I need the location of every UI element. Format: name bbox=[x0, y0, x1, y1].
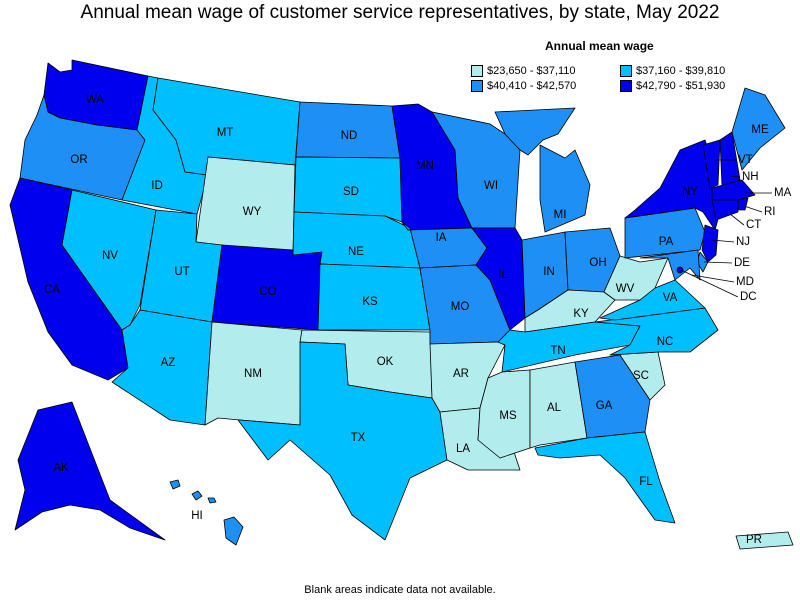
state-label-nh: NH bbox=[742, 171, 759, 183]
state-label-la: LA bbox=[456, 443, 470, 455]
state-label-ar: AR bbox=[453, 368, 469, 380]
state-label-hi: HI bbox=[191, 510, 203, 522]
state-mi bbox=[494, 107, 591, 233]
state-nh bbox=[719, 131, 741, 187]
map-title: Annual mean wage of customer service rep… bbox=[80, 2, 720, 23]
legend-label-1: $23,650 - $37,110 bbox=[487, 65, 576, 77]
legend-label-2: $37,160 - $39,810 bbox=[636, 65, 726, 77]
state-label-ak: AK bbox=[53, 462, 69, 474]
legend-label-4: $42,790 - $51,930 bbox=[636, 80, 726, 92]
state-label-de: DE bbox=[734, 257, 750, 269]
state-label-md: MD bbox=[736, 276, 754, 288]
legend-label-3: $40,410 - $42,570 bbox=[487, 80, 577, 92]
state-label-ms: MS bbox=[499, 410, 517, 422]
state-label-mt: MT bbox=[217, 127, 234, 139]
state-wv bbox=[603, 255, 669, 301]
state-label-nc: NC bbox=[657, 336, 674, 348]
state-label-ut: UT bbox=[174, 266, 189, 278]
state-label-pa: PA bbox=[659, 236, 674, 248]
state-hi bbox=[169, 479, 244, 546]
state-dc bbox=[676, 266, 684, 274]
state-label-mi: MI bbox=[554, 209, 567, 221]
state-label-nm: NM bbox=[244, 368, 262, 380]
state-label-in: IN bbox=[543, 266, 555, 278]
legend-item-1: $23,650 - $37,110 bbox=[471, 65, 575, 77]
state-label-id: ID bbox=[151, 180, 163, 192]
leader-line-ct bbox=[729, 213, 745, 226]
state-ri bbox=[737, 197, 749, 211]
state-sd bbox=[293, 156, 403, 223]
leader-line-nj bbox=[711, 239, 735, 243]
state-nc bbox=[594, 307, 719, 356]
state-label-ca: CA bbox=[44, 284, 60, 296]
state-label-ma: MA bbox=[774, 187, 792, 199]
state-label-ga: GA bbox=[596, 400, 613, 412]
state-label-ks: KS bbox=[362, 296, 378, 308]
state-label-sc: SC bbox=[633, 370, 649, 382]
leader-line-ri bbox=[743, 205, 763, 213]
state-md bbox=[639, 249, 701, 281]
state-label-ct: CT bbox=[746, 219, 761, 231]
legend-swatch-1 bbox=[471, 65, 483, 77]
leader-line-de bbox=[703, 261, 733, 264]
state-label-ia: IA bbox=[436, 232, 447, 244]
state-al bbox=[529, 361, 588, 449]
state-label-ky: KY bbox=[573, 308, 589, 320]
state-label-mo: MO bbox=[451, 301, 470, 313]
legend-item-3: $40,410 - $42,570 bbox=[471, 80, 576, 92]
state-label-sd: SD bbox=[343, 186, 359, 198]
state-ga bbox=[574, 354, 651, 439]
leader-line-dc bbox=[680, 269, 739, 298]
state-ct bbox=[711, 199, 739, 221]
state-label-wv: WV bbox=[616, 283, 635, 295]
state-label-al: AL bbox=[547, 402, 562, 414]
labels-layer: WA OR CA NV ID MT WY UT CO AZ NM ND SD NE KS OK TX MN IA MO… bbox=[44, 94, 792, 546]
legend-item-4: $42,790 - $51,930 bbox=[620, 80, 725, 92]
state-vt bbox=[702, 139, 721, 189]
leader-line-md bbox=[691, 274, 735, 283]
state-label-nv: NV bbox=[102, 250, 118, 262]
state-pr bbox=[735, 531, 794, 550]
state-label-va: VA bbox=[663, 292, 678, 304]
state-label-il: IL bbox=[498, 269, 508, 281]
state-label-pr: PR bbox=[746, 534, 762, 546]
state-label-tx: TX bbox=[351, 432, 366, 444]
state-label-or: OR bbox=[70, 154, 87, 166]
state-label-dc: DC bbox=[740, 291, 757, 303]
legend-title: Annual mean wage bbox=[545, 39, 654, 53]
state-label-wi: WI bbox=[484, 180, 498, 192]
legend-item-2: $37,160 - $39,810 bbox=[620, 65, 725, 77]
state-label-oh: OH bbox=[589, 257, 606, 269]
legend-swatch-4 bbox=[620, 80, 632, 92]
state-ma bbox=[711, 179, 756, 201]
state-nj bbox=[701, 224, 719, 263]
state-label-ny: NY bbox=[682, 186, 698, 198]
footnote: Blank areas indicate data not available. bbox=[304, 584, 496, 596]
legend-swatch-3 bbox=[471, 80, 483, 92]
state-me bbox=[731, 87, 786, 171]
state-label-fl: FL bbox=[639, 476, 653, 488]
state-label-me: ME bbox=[751, 124, 769, 136]
state-ak bbox=[14, 401, 166, 541]
state-tx bbox=[237, 341, 448, 541]
state-label-ri: RI bbox=[764, 206, 776, 218]
state-label-ne: NE bbox=[348, 246, 364, 258]
legend-swatch-2 bbox=[620, 65, 632, 77]
state-label-nj: NJ bbox=[736, 236, 750, 248]
state-label-ok: OK bbox=[377, 356, 394, 368]
state-label-wy: WY bbox=[243, 206, 262, 218]
state-label-wa: WA bbox=[86, 94, 104, 106]
leader-line-nh bbox=[729, 175, 741, 178]
states-layer bbox=[9, 59, 794, 550]
state-fl bbox=[534, 431, 676, 524]
state-label-tn: TN bbox=[550, 345, 565, 357]
state-label-az: AZ bbox=[161, 357, 176, 369]
state-label-co: CO bbox=[259, 286, 276, 298]
state-label-mn: MN bbox=[416, 160, 434, 172]
state-label-vt: VT bbox=[738, 154, 753, 166]
state-label-nd: ND bbox=[341, 130, 358, 142]
